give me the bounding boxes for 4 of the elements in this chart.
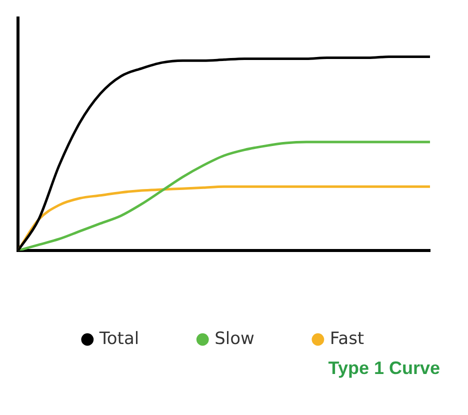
legend-label: Total: [98, 328, 140, 349]
text: Type 1 Curve: [327, 358, 441, 379]
legend-label: Fast: [330, 328, 364, 349]
legend-label: Slow: [214, 328, 255, 349]
